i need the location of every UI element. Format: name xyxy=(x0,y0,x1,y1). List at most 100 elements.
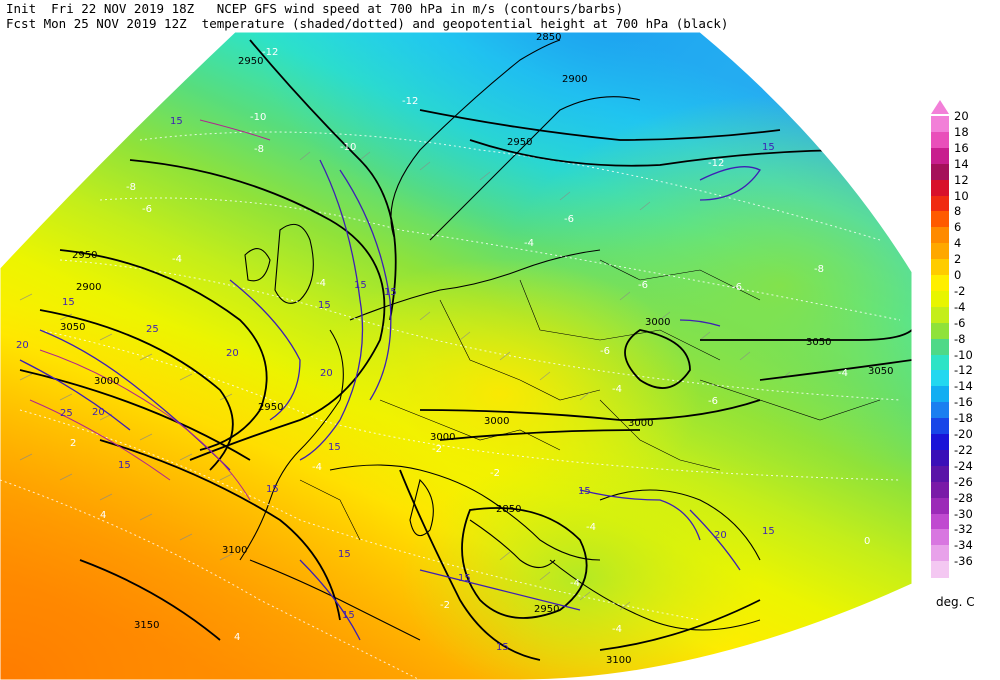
wind-label: 25 xyxy=(146,324,159,335)
temp-label: -6 xyxy=(708,396,718,407)
height-label: 3000 xyxy=(484,416,509,427)
colorbar-swatch xyxy=(931,179,949,196)
height-label: 3000 xyxy=(645,317,670,328)
wind-labels: 15 15 15 15 15 20 20 25 25 15 15 15 15 2… xyxy=(16,116,775,653)
colorbar-swatch xyxy=(931,386,949,403)
height-label: 3050 xyxy=(806,337,831,348)
colorbar-swatch xyxy=(931,163,949,181)
header-line-1: Init Fri 22 NOV 2019 18Z NCEP GFS wind s… xyxy=(6,1,624,16)
height-label: 3050 xyxy=(868,366,893,377)
colorbar-label: -24 xyxy=(954,458,973,473)
colorbar-swatch xyxy=(931,434,949,451)
temp-label: 2 xyxy=(70,438,76,449)
colorbar-swatch xyxy=(931,290,949,308)
colorbar-label: 10 xyxy=(954,188,969,203)
wind-label: 15 xyxy=(384,287,397,298)
temp-label: -4 xyxy=(570,578,580,589)
colorbar-swatch xyxy=(931,275,949,292)
height-label: 3000 xyxy=(94,376,119,387)
temp-label: 0 xyxy=(864,536,870,547)
wind-label: 20 xyxy=(16,340,29,351)
colorbar-swatch xyxy=(931,338,949,355)
header-line-2: Fcst Mon 25 NOV 2019 12Z temperature (sh… xyxy=(6,16,729,31)
colorbar-label: -8 xyxy=(954,331,966,346)
colorbar-label: 6 xyxy=(954,220,962,235)
wind-speed-contours-magenta xyxy=(29,119,271,501)
colorbar-swatch xyxy=(931,116,949,133)
temp-label: -2 xyxy=(440,600,450,611)
height-label: 2950 xyxy=(72,250,97,261)
colorbar-label: 8 xyxy=(954,204,962,219)
temp-label: -4 xyxy=(524,238,534,249)
wind-label: 15 xyxy=(354,280,367,291)
wind-label: 15 xyxy=(170,116,183,127)
colorbar-label: -22 xyxy=(954,442,973,457)
colorbar-label: -4 xyxy=(954,299,966,314)
colorbar-swatch xyxy=(931,561,949,578)
temp-label: -4 xyxy=(612,384,622,395)
colorbar-label: 14 xyxy=(954,156,969,171)
colorbar-label: -6 xyxy=(954,315,966,330)
wind-label: 20 xyxy=(92,407,105,418)
temp-label: -10 xyxy=(340,142,356,153)
colorbar-swatch xyxy=(931,545,949,562)
colorbar-swatch xyxy=(931,513,949,530)
height-label: 2950 xyxy=(238,56,263,67)
colorbar-swatch xyxy=(931,131,949,149)
wind-label: 15 xyxy=(328,442,341,453)
colorbar-swatch xyxy=(931,481,949,499)
colorbar-swatch xyxy=(931,195,949,212)
geopotential-height-contours xyxy=(19,39,912,661)
wind-label: 15 xyxy=(318,300,331,311)
wind-label: 15 xyxy=(762,526,775,537)
temp-label: -4 xyxy=(612,624,622,635)
colorbar-swatch xyxy=(931,322,949,340)
temp-label: -2 xyxy=(490,468,500,479)
temp-label: -12 xyxy=(708,158,724,169)
colorbar-label: -34 xyxy=(954,538,973,553)
wind-label: 25 xyxy=(60,408,73,419)
colorbar-label: -12 xyxy=(954,363,973,378)
height-label: 3100 xyxy=(606,655,631,666)
temp-label: -8 xyxy=(126,182,136,193)
temperature-labels: -12 -12 -10 -10 -8 -8 -6 -6 -4 -4 -4 -2 … xyxy=(70,47,870,643)
colorbar-label: -2 xyxy=(954,283,966,298)
wind-barbs xyxy=(19,151,791,611)
height-label: 2850 xyxy=(536,32,561,43)
colorbar-label: 18 xyxy=(954,124,969,139)
height-label: 2900 xyxy=(562,74,587,85)
temp-label: -6 xyxy=(142,204,152,215)
height-labels: 2950 2900 2950 2850 3050 3000 3050 3050 … xyxy=(60,32,893,666)
colorbar-swatch xyxy=(931,418,949,435)
colorbar-swatch xyxy=(931,227,949,244)
temp-label: -2 xyxy=(432,444,442,455)
colorbar-swatch xyxy=(931,354,949,371)
wind-label: 20 xyxy=(714,530,727,541)
temp-label: -12 xyxy=(262,47,278,58)
temp-label: -10 xyxy=(250,112,266,123)
height-label: 3150 xyxy=(134,620,159,631)
temp-label: -6 xyxy=(638,280,648,291)
wind-label: 20 xyxy=(226,348,239,359)
temp-label: -6 xyxy=(600,346,610,357)
temp-label: 4 xyxy=(100,510,106,521)
colorbar-label: -30 xyxy=(954,506,973,521)
colorbar-label: -18 xyxy=(954,411,973,426)
colorbar-label: -14 xyxy=(954,379,973,394)
colorbar-label: 20 xyxy=(954,109,969,123)
colorbar-label: -16 xyxy=(954,395,973,410)
colorbar-swatch xyxy=(931,402,949,419)
colorbar-label: -32 xyxy=(954,522,973,537)
height-label: 3000 xyxy=(628,418,653,429)
colorbar-swatch xyxy=(931,259,949,276)
temp-label: -8 xyxy=(254,144,264,155)
temp-label: 4 xyxy=(234,632,240,643)
temp-label: -6 xyxy=(732,282,742,293)
height-label: 3100 xyxy=(222,545,247,556)
temp-label: -8 xyxy=(814,264,824,275)
colorbar-swatch xyxy=(931,147,949,165)
colorbar-units: deg. C xyxy=(936,595,975,609)
wind-label: 20 xyxy=(320,368,333,379)
temp-label: -4 xyxy=(838,368,848,379)
